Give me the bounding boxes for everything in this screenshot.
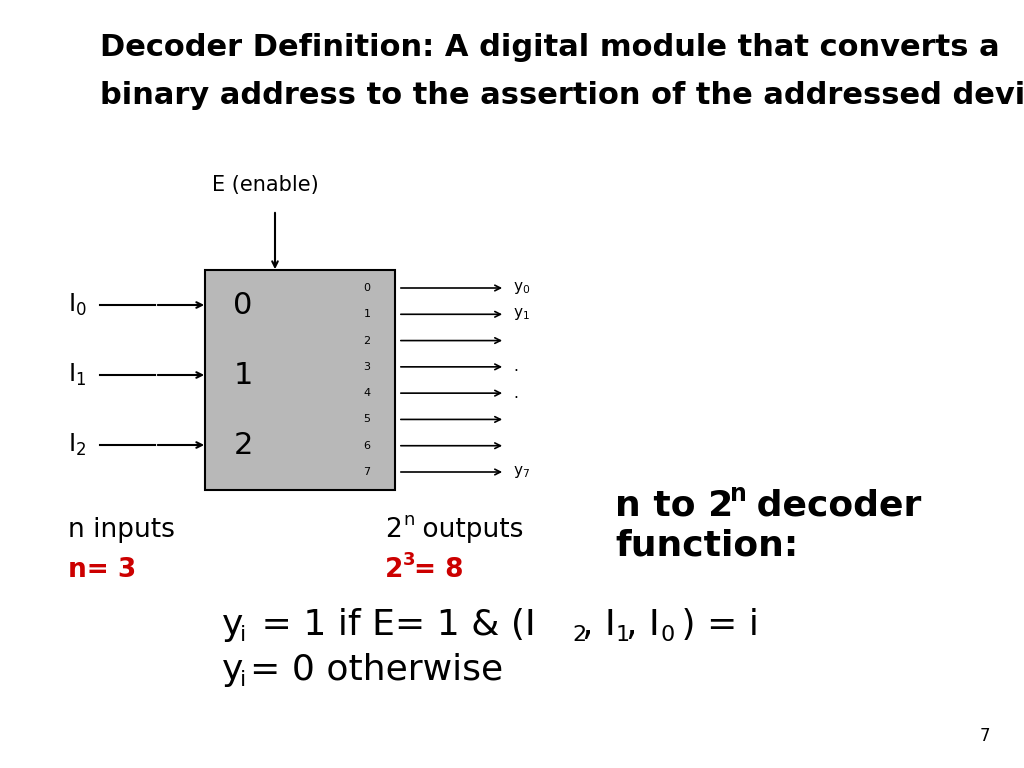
Text: I$_2$: I$_2$ [68, 432, 86, 458]
Text: I$_0$: I$_0$ [68, 292, 87, 318]
Text: i: i [240, 670, 246, 690]
Text: 4: 4 [364, 388, 371, 398]
Text: y: y [222, 653, 244, 687]
Text: 6: 6 [364, 441, 371, 451]
Text: 5: 5 [364, 415, 371, 425]
Text: 2: 2 [364, 336, 371, 346]
Text: = 1 if E= 1 & (I: = 1 if E= 1 & (I [250, 608, 536, 642]
Text: 3: 3 [364, 362, 371, 372]
Text: = 0 otherwise: = 0 otherwise [250, 653, 503, 687]
Text: 0: 0 [233, 290, 253, 319]
Text: i: i [240, 625, 246, 645]
Text: ) = i: ) = i [670, 608, 759, 642]
Text: , I: , I [582, 608, 615, 642]
Text: 2: 2 [233, 431, 253, 459]
Text: y$_7$: y$_7$ [513, 464, 530, 480]
Text: n to 2: n to 2 [615, 488, 733, 522]
Text: 0: 0 [364, 283, 371, 293]
Text: y: y [222, 608, 244, 642]
Text: .: . [513, 386, 518, 401]
Text: 2: 2 [385, 557, 403, 583]
Text: n: n [403, 511, 415, 529]
Text: Decoder Definition: A digital module that converts a: Decoder Definition: A digital module tha… [100, 34, 999, 62]
Text: 1: 1 [364, 310, 371, 319]
Text: , I: , I [626, 608, 659, 642]
Text: outputs: outputs [414, 517, 523, 543]
Text: = 8: = 8 [414, 557, 464, 583]
Text: 1: 1 [616, 625, 630, 645]
Text: y$_0$: y$_0$ [513, 280, 530, 296]
Text: 0: 0 [660, 625, 674, 645]
Text: 7: 7 [980, 727, 990, 745]
Text: 2: 2 [385, 517, 401, 543]
Bar [205, 270, 395, 490]
Text: I$_1$: I$_1$ [68, 362, 86, 388]
Text: y$_1$: y$_1$ [513, 306, 529, 323]
Text: n: n [730, 482, 746, 506]
Text: binary address to the assertion of the addressed device: binary address to the assertion of the a… [100, 81, 1024, 110]
Text: 7: 7 [364, 467, 371, 477]
Text: n= 3: n= 3 [68, 557, 136, 583]
Text: .: . [513, 359, 518, 374]
Text: n inputs: n inputs [68, 517, 175, 543]
Text: 2: 2 [572, 625, 586, 645]
Text: 1: 1 [233, 360, 253, 389]
Text: E (enable): E (enable) [212, 175, 318, 195]
Text: function:: function: [615, 528, 799, 562]
Text: 3: 3 [403, 551, 416, 569]
Text: decoder: decoder [744, 488, 922, 522]
